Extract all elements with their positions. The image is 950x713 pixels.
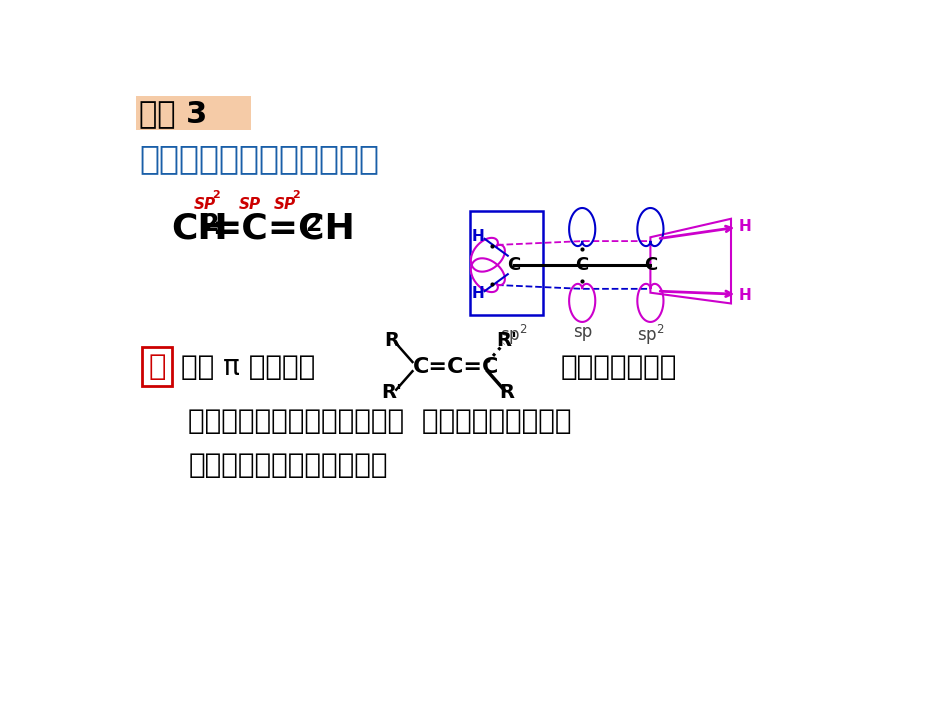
Text: C=C=C: C=C=C	[413, 356, 500, 376]
Text: 2: 2	[213, 190, 220, 200]
Polygon shape	[569, 284, 596, 322]
Text: =C=CH: =C=CH	[211, 212, 355, 246]
Polygon shape	[471, 238, 504, 272]
Text: SP: SP	[238, 198, 261, 212]
Text: ：两 π 键垂直，: ：两 π 键垂直，	[180, 353, 315, 381]
Text: 2: 2	[293, 190, 300, 200]
Text: 复习 3: 复习 3	[139, 99, 207, 128]
FancyBboxPatch shape	[136, 96, 251, 130]
Bar	[470, 211, 543, 315]
Text: R': R'	[381, 384, 402, 402]
Polygon shape	[637, 208, 663, 246]
Text: R': R'	[497, 331, 518, 350]
Text: H: H	[471, 229, 484, 244]
Text: C: C	[507, 256, 521, 274]
Polygon shape	[471, 258, 504, 292]
Text: 不存在顺反异构: 不存在顺反异构	[560, 353, 676, 381]
Polygon shape	[637, 284, 663, 322]
Text: SP: SP	[274, 198, 295, 212]
Text: 2: 2	[306, 212, 322, 236]
Text: 2: 2	[202, 212, 218, 236]
Text: CH: CH	[171, 212, 228, 246]
Text: R: R	[500, 384, 515, 402]
Text: SP: SP	[194, 198, 216, 212]
Polygon shape	[569, 208, 596, 246]
Text: sp$^2$: sp$^2$	[501, 323, 528, 347]
Text: H: H	[471, 286, 484, 301]
Text: C: C	[576, 256, 589, 274]
Text: C: C	[644, 256, 657, 274]
Text: 属于光学异构（手性分子），  无手性碳，能量高，: 属于光学异构（手性分子）， 无手性碳，能量高，	[188, 407, 572, 435]
Text: sp: sp	[573, 323, 592, 341]
Text: R: R	[384, 331, 399, 350]
Text: H: H	[739, 288, 751, 303]
Text: 注: 注	[148, 353, 165, 381]
Text: 不稳定（只具有理论意义）: 不稳定（只具有理论意义）	[188, 451, 388, 479]
Text: 丙二烯结构（累积二烯烃）: 丙二烯结构（累积二烯烃）	[139, 142, 379, 175]
Text: sp$^2$: sp$^2$	[636, 323, 664, 347]
Text: H: H	[739, 219, 751, 234]
